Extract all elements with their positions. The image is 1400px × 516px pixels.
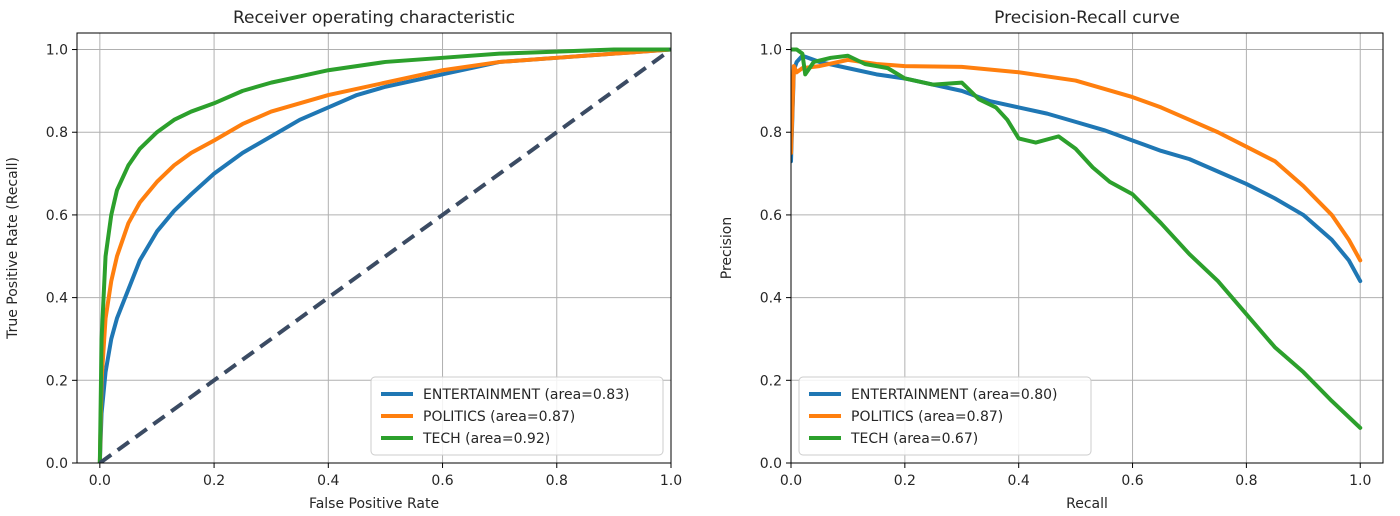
roc-xtick-label: 1.0 bbox=[660, 473, 682, 489]
pr-title: Precision-Recall curve bbox=[994, 8, 1180, 28]
roc-ytick-label: 0.8 bbox=[46, 125, 68, 141]
roc-series bbox=[97, 47, 671, 463]
roc-series-line-entertainment bbox=[97, 47, 671, 463]
roc-ytick-label: 1.0 bbox=[46, 43, 68, 59]
roc-legend-label-politics: POLITICS (area=0.87) bbox=[423, 409, 575, 425]
pr-frame bbox=[790, 32, 1384, 464]
pr-xtick-label: 0.4 bbox=[1008, 473, 1030, 489]
roc-frame bbox=[76, 32, 672, 464]
roc-legend-box bbox=[370, 376, 664, 456]
pr-xlabel: Recall bbox=[1066, 496, 1108, 512]
pr-ytick-label: 1.0 bbox=[760, 43, 782, 59]
roc-legend-label-entertainment: ENTERTAINMENT (area=0.83) bbox=[423, 387, 630, 403]
pr-xtick-label: 0.2 bbox=[894, 473, 916, 489]
roc-ylabel: True Positive Rate (Recall) bbox=[5, 157, 21, 340]
pr-legend-label-entertainment: ENTERTAINMENT (area=0.80) bbox=[851, 387, 1058, 403]
pr-xtick-label: 0.8 bbox=[1235, 473, 1257, 489]
roc-xtick-label: 0.8 bbox=[546, 473, 568, 489]
pr-xtick-label: 0.6 bbox=[1121, 473, 1143, 489]
roc-ytick-label: 0.2 bbox=[46, 373, 68, 389]
roc-xtick-label: 0.2 bbox=[203, 473, 225, 489]
pr-legend: ENTERTAINMENT (area=0.80) POLITICS (area=… bbox=[798, 376, 1092, 456]
pr-legend-label-tech: TECH (area=0.67) bbox=[850, 431, 978, 447]
roc-legend-label-tech: TECH (area=0.92) bbox=[422, 431, 550, 447]
roc-legend: ENTERTAINMENT (area=0.83) POLITICS (area=… bbox=[370, 376, 664, 456]
roc-ytick-label: 0.4 bbox=[46, 291, 68, 307]
pr-ytick-label: 0.4 bbox=[760, 291, 782, 307]
pr-ylabel: Precision bbox=[719, 217, 735, 279]
roc-xlabel: False Positive Rate bbox=[309, 496, 439, 512]
roc-chance-diagonal-line bbox=[98, 47, 671, 463]
roc-xtick-label: 0.4 bbox=[317, 473, 339, 489]
roc-xtick-label: 0.6 bbox=[431, 473, 453, 489]
roc-series-line-tech bbox=[97, 47, 671, 463]
pr-ytick-label: 0.8 bbox=[760, 125, 782, 141]
pr-legend-box bbox=[798, 376, 1092, 456]
roc-xtick-label: 0.0 bbox=[89, 473, 111, 489]
pr-series-line-tech bbox=[791, 47, 1363, 430]
pr-xtick-label: 1.0 bbox=[1349, 473, 1371, 489]
pr-ytick-label: 0.2 bbox=[760, 373, 782, 389]
pr-legend-label-politics: POLITICS (area=0.87) bbox=[851, 409, 1003, 425]
roc-series-line-politics bbox=[97, 47, 671, 463]
roc-ticks: 0.0 0.2 0.4 0.6 0.8 1.0 0.0 0.2 0.4 0.6 0.8 1.0 bbox=[46, 43, 682, 489]
roc-ytick-label: 0.0 bbox=[46, 456, 68, 472]
roc-title: Receiver operating characteristic bbox=[233, 8, 515, 28]
pr-ticks: 0.0 0.2 0.4 0.6 0.8 1.0 0.0 0.2 0.4 0.6 0.8 1.0 bbox=[760, 43, 1372, 489]
roc-chart: 0.0 0.2 0.4 0.6 0.8 1.0 0.0 0.2 0.4 0.6 0.8 1.0 Rece… bbox=[5, 8, 682, 512]
roc-ytick-label: 0.6 bbox=[46, 208, 68, 224]
pr-xtick-label: 0.0 bbox=[780, 473, 802, 489]
pr-ytick-label: 0.6 bbox=[760, 208, 782, 224]
pr-series bbox=[791, 47, 1363, 430]
pr-chart: 0.0 0.2 0.4 0.6 0.8 1.0 0.0 0.2 0.4 0.6 0.8 1.0 Prec… bbox=[719, 8, 1384, 512]
pr-ytick-label: 0.0 bbox=[760, 456, 782, 472]
